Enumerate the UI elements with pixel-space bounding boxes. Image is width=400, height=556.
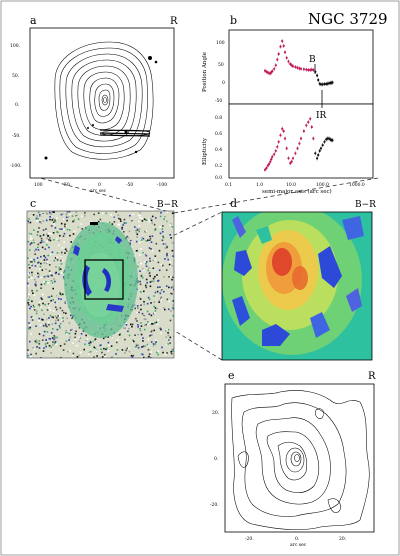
- panel-a-band: R: [170, 16, 178, 27]
- panel-a-contours: [54, 41, 154, 160]
- panel-b-bar-label: B: [309, 55, 316, 65]
- panel-b-letter: b: [230, 14, 237, 27]
- panel-a-ticks: 100. 50. 0. -50. -100. 100 50 0 -50 -100…: [10, 43, 167, 194]
- panel-a-ytick-4: -50.: [12, 133, 21, 139]
- panel-c-letter: c: [30, 197, 36, 210]
- panel-e: e R 20. 0. -20. -20. 0. 20. arc sec: [210, 369, 376, 548]
- panel-a-xlabel: arc sec: [90, 189, 107, 194]
- panel-b-pa-ytick-1: 100: [216, 40, 225, 46]
- panel-c-galaxy: [64, 222, 138, 338]
- panel-b-ell-ytick-2: 0.6: [215, 131, 222, 137]
- panel-a-xtick-5: -100: [157, 182, 167, 188]
- panel-b-pa-ytick-2: 50: [218, 62, 224, 68]
- panel-e-xlabel: arc sec: [290, 543, 307, 548]
- panel-e-contours: [231, 390, 370, 530]
- panel-b-pa-ytick-4: -50: [215, 98, 222, 104]
- panel-a-xtick-1: 100: [34, 182, 43, 188]
- panel-e-xtick-1: -20.: [245, 536, 254, 542]
- panel-b-xtick-5: 1000.0: [349, 182, 365, 188]
- panel-c: c B−R: [26, 197, 178, 359]
- panel-e-ytick-1: 20.: [212, 410, 220, 416]
- panel-a-stars: [44, 56, 158, 160]
- panel-c-frame: [26, 210, 175, 359]
- panel-e-xtick-2: 0.: [295, 536, 300, 542]
- panel-e-band: R: [368, 371, 376, 382]
- panel-a-ytick-5: -100.: [10, 163, 22, 169]
- panel-b-pa-ylabel: Position Angle: [202, 52, 208, 92]
- panel-e-ytick-3: -20.: [210, 502, 219, 508]
- panel-d-letter: d: [230, 197, 237, 210]
- panel-b-title: NGC 3729: [308, 10, 388, 28]
- panel-a-ytick-2: 50.: [12, 73, 20, 79]
- panel-a-xtick-4: -50: [126, 182, 133, 188]
- panel-b-xtick-2: 1.0: [256, 182, 263, 188]
- panel-b-ell-ytick-4: 0.2: [215, 163, 222, 169]
- panel-b-ir-label: IR: [316, 111, 327, 121]
- panel-e-ytick-2: 0.: [214, 456, 219, 462]
- panel-c-zoom-box: [84, 259, 124, 300]
- panel-b-pa-ticks: 100 50 0 -50: [215, 40, 225, 104]
- panel-d-colormap: [222, 212, 372, 360]
- panel-a: a R 100. 50. 0. -50. -100. 100 50 0 -50 …: [10, 14, 178, 194]
- panel-e-ticks: 20. 0. -20. -20. 0. 20. arc sec: [210, 410, 347, 548]
- panel-b-ell-series: [263, 116, 334, 172]
- panel-b-ell-ticks: 0.8 0.6 0.4 0.2 0.0: [215, 115, 222, 181]
- panel-e-letter: e: [228, 369, 235, 382]
- panel-d-band: B−R: [355, 200, 376, 210]
- panel-b-ell-ylabel: Ellipticity: [202, 137, 208, 165]
- panel-b-xticks: 0.1 1.0 10.0 100.0 1000.0: [225, 182, 365, 188]
- panel-b-ell-frame: [228, 103, 374, 179]
- panel-b-ell-ytick-1: 0.8: [215, 115, 222, 121]
- panel-b-ell-ytick-5: 0.0: [215, 175, 222, 181]
- panel-a-ytick-3: 0.: [15, 102, 20, 108]
- panel-b-xtick-1: 0.1: [225, 182, 232, 188]
- panel-c-band: B−R: [157, 200, 178, 210]
- panel-d: d B−R: [221, 197, 376, 361]
- panel-e-xtick-3: 20.: [339, 536, 347, 542]
- panel-b-pa-ytick-3: 0: [222, 80, 225, 86]
- panel-a-ytick-1: 100.: [10, 43, 21, 49]
- panel-b-xtick-4: 100.0: [316, 182, 329, 188]
- panel-b-ell-ytick-3: 0.4: [215, 147, 222, 153]
- panel-b-xlabel: semi-major axis (arc sec): [262, 188, 332, 195]
- panel-b: b NGC 3729 Position Angle Ellipticity 10…: [202, 10, 388, 195]
- panel-a-frame: [29, 27, 175, 179]
- panel-a-xtick-2: 50: [64, 182, 70, 188]
- panel-a-xtick-3: 0: [98, 182, 101, 188]
- panel-d-frame: [221, 211, 373, 361]
- panel-a-letter: a: [30, 14, 37, 27]
- panel-b-xtick-3: 10.0: [286, 182, 296, 188]
